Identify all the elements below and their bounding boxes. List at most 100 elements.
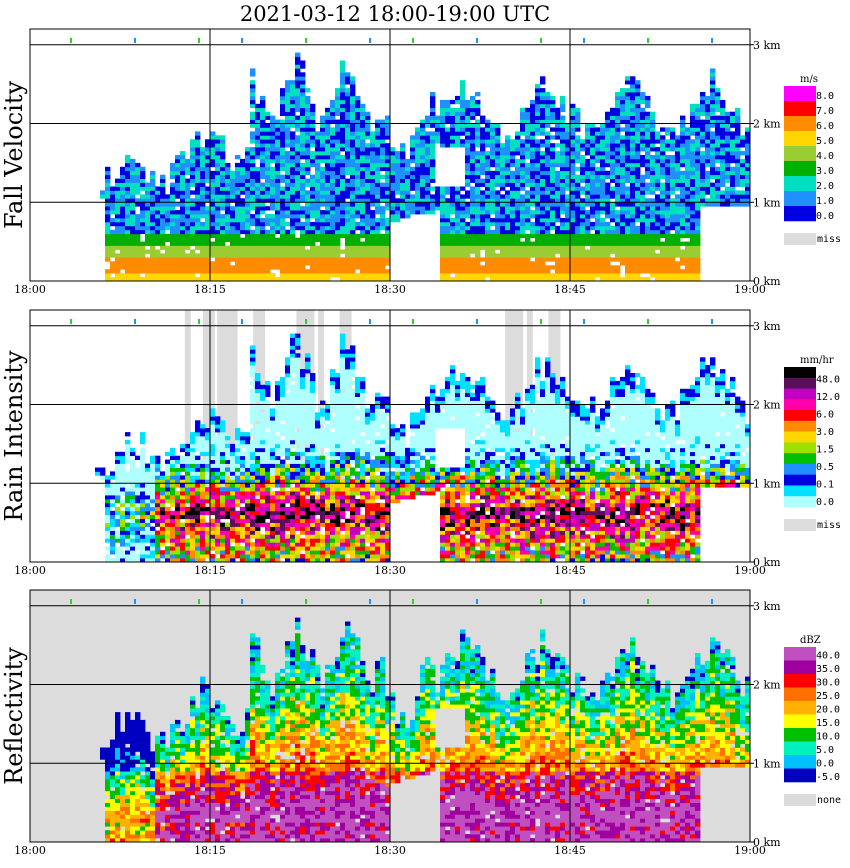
heat-cell [205, 237, 211, 242]
heat-cell [570, 111, 576, 116]
heat-cell [655, 257, 661, 262]
heat-cell [620, 88, 626, 93]
heat-cell [195, 151, 201, 156]
heat-cell [660, 158, 666, 164]
heat-cell [540, 229, 546, 235]
heat-cell [155, 225, 161, 231]
heat-cell [175, 257, 181, 262]
heat-cell [255, 186, 261, 191]
heat-cell [710, 190, 716, 195]
heat-cell [665, 162, 671, 168]
heat-cell [120, 459, 126, 464]
heat-cell [625, 135, 631, 140]
heat-cell [705, 162, 711, 168]
heat-cell [475, 103, 481, 109]
heat-cell [250, 182, 256, 187]
heat-cell [210, 261, 216, 266]
heat-cell [590, 194, 596, 199]
heat-cell [435, 202, 441, 207]
heat-cell [480, 273, 486, 278]
heat-cell [460, 269, 466, 274]
heat-cell [680, 269, 686, 274]
heat-cell [470, 261, 476, 266]
heat-cell [520, 139, 526, 144]
heat-cell [635, 158, 641, 164]
heat-cell [675, 158, 681, 164]
heat-cell [470, 210, 476, 215]
heat-cell [615, 253, 621, 258]
heat-cell [585, 127, 591, 132]
heat-cell [180, 158, 186, 164]
heat-cell [215, 277, 221, 282]
heat-cell [510, 214, 516, 219]
heat-cell [655, 202, 661, 207]
heat-cell [535, 111, 541, 116]
heat-cell [615, 178, 621, 183]
heat-cell [635, 269, 641, 274]
heat-cell [465, 225, 471, 231]
heat-cell [110, 277, 116, 282]
heat-cell [720, 194, 726, 199]
heat-cell [160, 202, 166, 207]
heat-cell [685, 241, 691, 246]
heat-cell [260, 261, 266, 266]
heat-cell [620, 151, 626, 156]
heat-cell [540, 190, 546, 195]
heat-cell [235, 194, 241, 199]
heat-cell [640, 147, 646, 152]
heat-cell [285, 182, 291, 187]
colorbar-label: 1.0 [816, 196, 834, 207]
heat-cell [535, 162, 541, 168]
heat-cell [520, 186, 526, 191]
heat-cell [560, 190, 566, 195]
heat-cell [140, 206, 146, 211]
heat-cell [195, 174, 201, 179]
heat-cell [150, 491, 156, 496]
heat-cell [205, 174, 211, 179]
heat-cell [575, 241, 581, 246]
heat-cell [350, 178, 356, 183]
heat-cell [330, 253, 336, 258]
heat-cell [585, 174, 591, 179]
heat-cell [255, 190, 261, 195]
heat-cell [530, 158, 536, 164]
heat-cell [580, 265, 586, 270]
heat-cell [660, 186, 666, 191]
heat-cell [595, 147, 601, 152]
heat-cell [110, 491, 116, 496]
heat-cell [615, 155, 621, 160]
heat-cell [635, 99, 641, 105]
heat-cell [300, 103, 306, 109]
heat-cell [650, 158, 656, 164]
heat-cell [465, 245, 471, 250]
heat-cell [215, 155, 221, 160]
heat-cell [340, 84, 346, 89]
heat-cell [120, 273, 126, 278]
heat-cell [500, 241, 506, 246]
heat-cell [630, 119, 636, 124]
heat-cell [200, 190, 206, 195]
heat-cell [270, 143, 276, 148]
heat-cell [540, 182, 546, 187]
heat-cell [650, 135, 656, 140]
heat-cell [655, 178, 661, 183]
heat-cell [490, 139, 496, 144]
heat-cell [360, 135, 366, 140]
heat-cell [240, 202, 246, 207]
heat-cell [335, 273, 341, 278]
heat-cell [595, 158, 601, 164]
heat-cell [415, 162, 421, 168]
heat-cell [110, 514, 116, 520]
heat-cell [430, 210, 436, 215]
heat-cell [510, 186, 516, 191]
heat-cell [570, 107, 576, 113]
heat-cell [715, 194, 721, 199]
heat-cell [130, 554, 136, 559]
heat-cell [640, 237, 646, 242]
heat-cell [290, 131, 296, 136]
heat-cell [395, 190, 401, 195]
heat-cell [385, 218, 391, 223]
heat-cell [655, 241, 661, 246]
heat-cell [270, 131, 276, 136]
heat-cell [735, 202, 741, 207]
